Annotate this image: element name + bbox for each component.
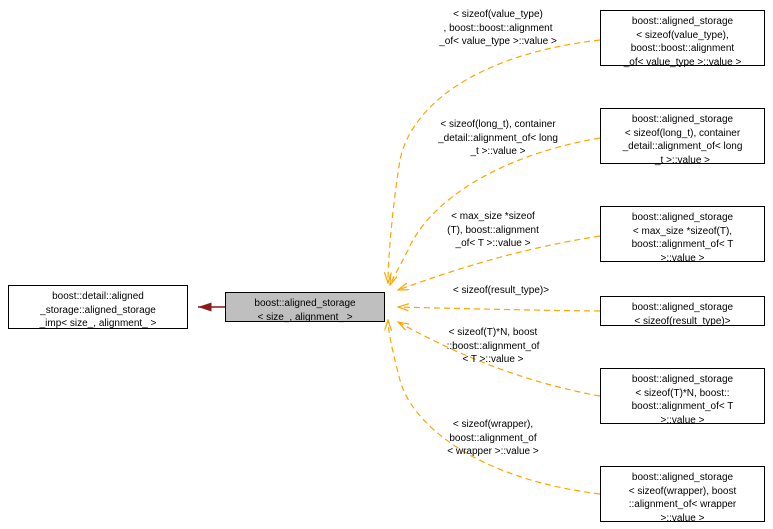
node-center[interactable]: boost::aligned_storage< size_, alignment…	[225, 292, 385, 322]
node-r3[interactable]: boost::aligned_storage< max_size *sizeof…	[600, 206, 765, 262]
edge-label-1: < sizeof(value_type), boost::boost::alig…	[418, 8, 578, 49]
node-r2[interactable]: boost::aligned_storage< sizeof(long_t), …	[600, 108, 765, 164]
edge-label-4: < sizeof(result_type)>	[426, 284, 576, 298]
node-r4[interactable]: boost::aligned_storage< sizeof(result_ty…	[600, 296, 765, 326]
edge-label-5: < sizeof(T)*N, boost::boost::alignment_o…	[418, 326, 568, 367]
edges-layer	[0, 0, 773, 529]
edge-label-6: < sizeof(wrapper),boost::alignment_of< w…	[418, 418, 568, 459]
edge-label-2: < sizeof(long_t), container_detail::alig…	[418, 118, 578, 159]
edge-label-3: < max_size *sizeof(T), boost::alignment_…	[418, 210, 568, 251]
node-r5[interactable]: boost::aligned_storage< sizeof(T)*N, boo…	[600, 368, 765, 424]
node-left[interactable]: boost::detail::aligned_storage::aligned_…	[8, 285, 188, 329]
node-r6[interactable]: boost::aligned_storage< sizeof(wrapper),…	[600, 466, 765, 522]
node-r1[interactable]: boost::aligned_storage< sizeof(value_typ…	[600, 10, 765, 66]
